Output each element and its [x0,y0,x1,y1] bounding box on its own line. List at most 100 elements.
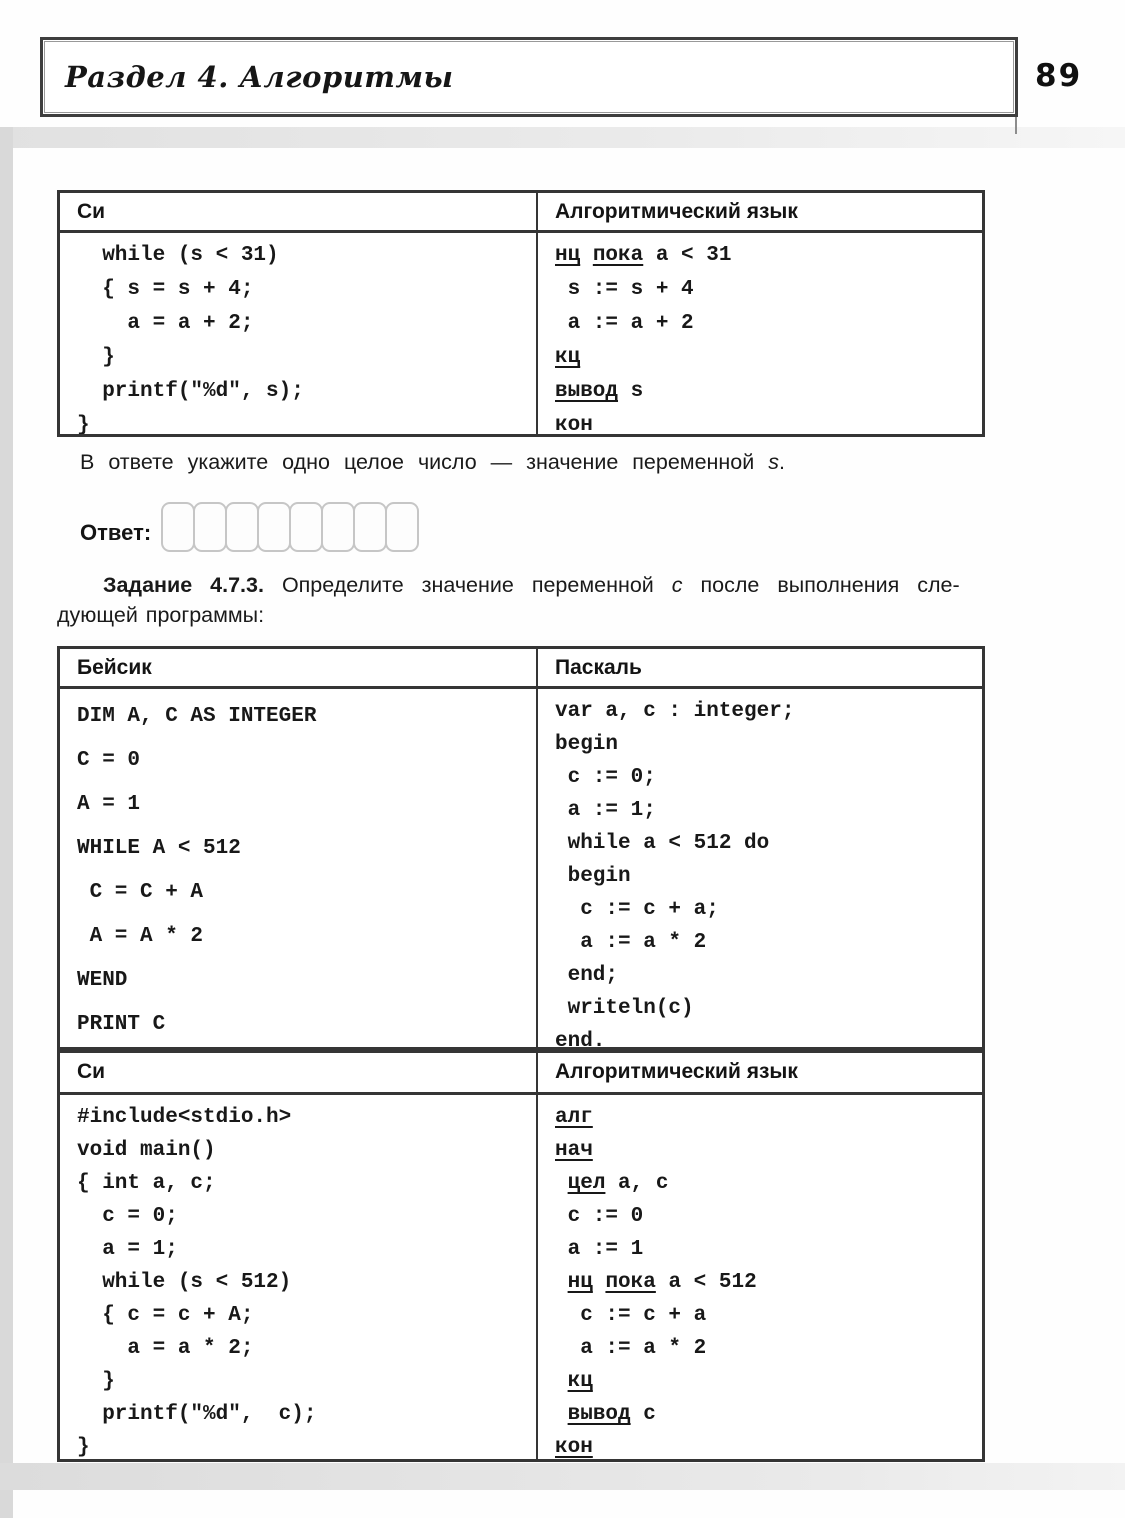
code-line: begin [555,865,631,888]
answer-cell [289,502,323,552]
code-line: } [77,346,115,369]
code-line: a := a + 2 [555,312,694,335]
underlined-keyword: кон [555,414,593,434]
scan-artifact-left-band [0,127,13,1518]
code-line: кон [555,1431,982,1459]
code-line: printf("%d", s); [77,380,304,403]
code-line: while (s < 31) [77,244,279,267]
basic-code-cell: DIM A, C AS INTEGER C = 0 A = 1 WHILE A < 5… [60,689,538,1047]
code-table-task472: Си Алгоритмический язык while (s < 31) {… [57,190,985,437]
underlined-keyword: кц [555,346,581,369]
code-line: } [77,1436,90,1459]
pascal-code-cell: var a, c : integer; begin c := 0; a := 1;… [538,689,982,1047]
answer-cell [257,502,291,552]
code-line: end; [555,964,619,987]
scan-artifact-top-band [0,127,1125,148]
code-line: while (s < 512) [77,1271,292,1294]
task-text-before-variable: Определите значение переменной [263,573,672,597]
code-line: c := c + a; [555,898,719,921]
code-line: DIM A, C AS INTEGER [77,705,317,728]
task-473-heading: Задание 4.7.3. Определите значение перем… [57,570,989,630]
code-line: C = C + A [77,881,204,904]
code-line: a = a + 2; [77,312,254,335]
code-line: a := 1 [555,1238,644,1261]
column-header-c: Си [60,193,538,233]
answer-cell [385,502,419,552]
code-line: A = 1 [77,793,141,816]
code-line: } [77,1370,115,1393]
code-line: вывод s [555,380,644,403]
task-heading-line2: дующей программы: [57,603,265,627]
underlined-keyword: пока [605,1271,656,1294]
code-line: c := 0; [555,766,656,789]
section-header-box: Раздел 4. Алгоритмы [40,37,1018,117]
code-line: WEND [77,969,128,992]
answer-cell [353,502,387,552]
code-line: a = 1; [77,1238,178,1261]
answer-cell [225,502,259,552]
task-heading-line1: Задание 4.7.3. Определите значение перем… [57,570,989,600]
task-text-after-variable: после выполнения сле- [682,573,960,597]
column-header-algorithmic2: Алгоритмический язык [538,1053,982,1095]
code-line: c = 0; [77,1205,178,1228]
code-line: вывод c [567,1403,656,1426]
underlined-keyword: вывод [555,380,619,403]
underlined-keyword: нач [555,1139,593,1162]
instruction-text: В ответе укажите одно целое число — знач… [80,450,769,474]
c-code-cell2: #include<stdio.h> void main(){ int a, c; … [60,1095,538,1459]
underlined-keyword: вывод [567,1403,631,1426]
answer-label: Ответ: [80,520,152,545]
code-line: a := a * 2 [555,931,707,954]
code-line: нц пока a < 512 [567,1271,757,1294]
code-line: C = 0 [77,749,141,772]
header-box-tail-line [1015,117,1017,134]
instruction-variable: s [768,450,779,474]
code-line: { int a, c; [77,1172,216,1195]
code-line: { c = c + A; [77,1304,254,1327]
code-line: c := 0 [555,1205,644,1228]
answer-cell [161,502,195,552]
code-line: нц пока a < 31 [555,244,732,267]
algorithmic-code-cell: нц пока a < 31 s := s + 4 a := a + 2 кц вы… [538,233,982,434]
underlined-keyword: нц [567,1271,593,1294]
c-code-cell: while (s < 31) { s = s + 4; a = a + 2; }… [60,233,538,434]
answer-cell [321,502,355,552]
code-line: WHILE A < 512 [77,837,241,860]
page-number: 89 [1035,58,1083,94]
code-line: кц [555,341,982,375]
code-line: a := 1; [555,799,656,822]
code-line: s := s + 4 [555,278,694,301]
code-line: кц [555,1365,982,1398]
underlined-keyword: кон [555,1436,593,1459]
instruction-period: . [778,450,785,474]
section-title: Раздел 4. Алгоритмы [65,60,454,94]
column-header-pascal: Паскаль [538,649,982,689]
code-line: } [77,414,90,434]
column-header-algorithmic: Алгоритмический язык [538,193,982,233]
code-table-basic-pascal: Бейсик Паскаль DIM A, C AS INTEGER C = 0 A… [57,646,985,1050]
code-line: printf("%d", c); [77,1403,317,1426]
answer-cell [193,502,227,552]
code-line: алг [555,1101,982,1134]
code-line: { s = s + 4; [77,278,254,301]
underlined-keyword: нц [555,244,581,267]
code-line: #include<stdio.h> [77,1106,292,1129]
code-line: writeln(c) [555,997,694,1020]
underlined-keyword: кц [567,1370,593,1393]
underlined-keyword: цел [567,1172,606,1195]
code-line: end. [555,1030,606,1047]
code-line: нач [555,1134,982,1167]
algorithmic-code-cell2: алг нач цел a, c c := 0 a := 1 нц пока a … [538,1095,982,1459]
code-line: a := a * 2 [555,1337,707,1360]
code-line: c := c + a [555,1304,707,1327]
answer-instruction: В ответе укажите одно целое число — знач… [80,450,1020,475]
code-line: begin [555,733,619,756]
scan-artifact-bottom-band [0,1463,1125,1490]
task-variable: c [671,573,683,597]
underlined-keyword: пока [592,244,644,267]
code-table-c-algorithmic: Си Алгоритмический язык #include<stdio.h… [57,1050,985,1462]
code-line: цел a, c [567,1172,669,1195]
answer-cells-strip [161,502,419,552]
code-line: кон [555,409,982,434]
